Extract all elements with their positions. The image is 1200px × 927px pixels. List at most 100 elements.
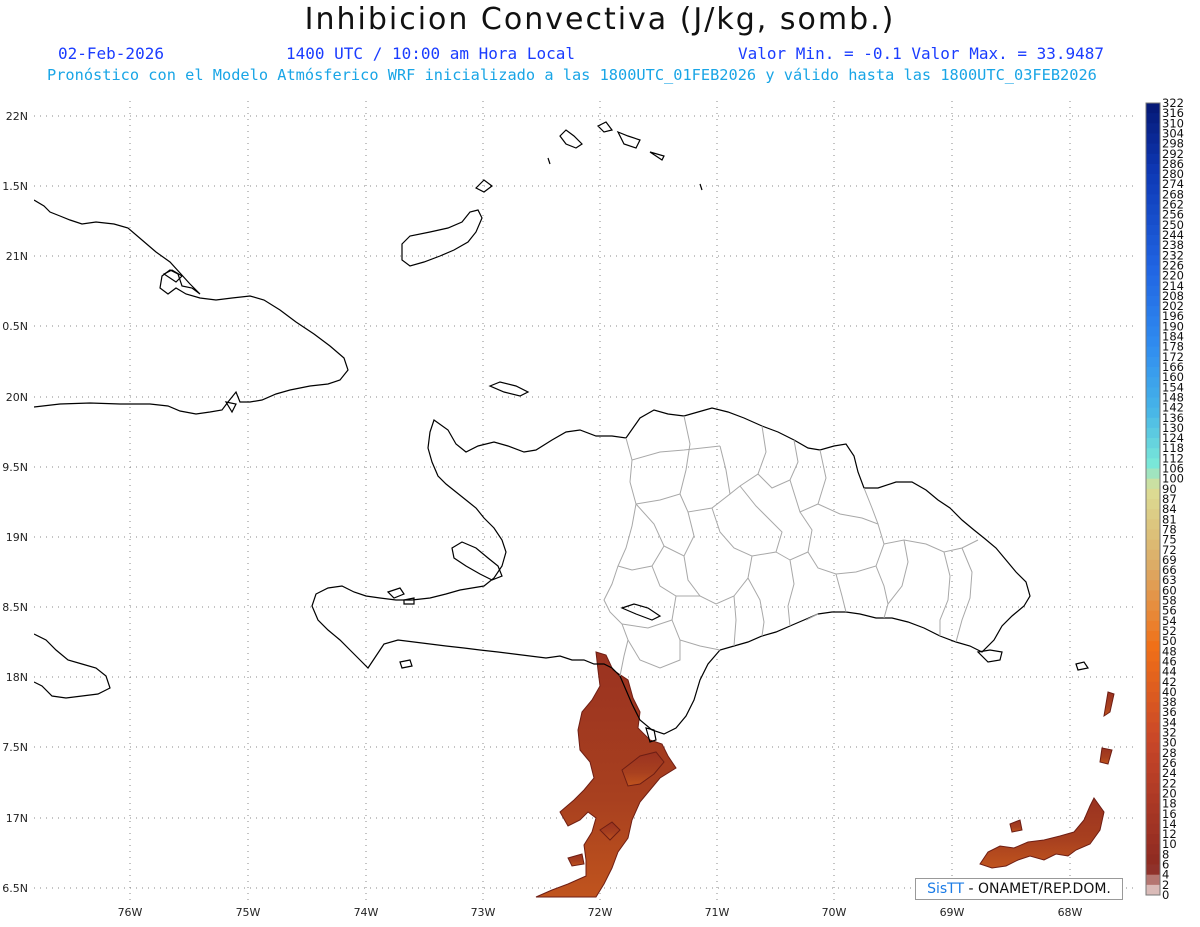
colorbar-swatch bbox=[1146, 600, 1160, 612]
colorbar-swatch bbox=[1146, 884, 1160, 896]
colorbar-label: 304 bbox=[1162, 126, 1184, 140]
shade-se-small bbox=[1009, 819, 1023, 833]
colorbar-label: 274 bbox=[1162, 177, 1184, 191]
lon-label: 72W bbox=[588, 906, 613, 919]
colorbar-label: 81 bbox=[1162, 512, 1177, 526]
colorbar-swatch bbox=[1146, 184, 1160, 195]
colorbar-label: 148 bbox=[1162, 390, 1184, 404]
colorbar-label: 238 bbox=[1162, 238, 1184, 252]
colorbar-label: 286 bbox=[1162, 157, 1184, 171]
colorbar-label: 16 bbox=[1162, 807, 1177, 821]
colorbar-label: 178 bbox=[1162, 340, 1184, 354]
lon-label: 73W bbox=[471, 906, 496, 919]
coastlines bbox=[34, 121, 1089, 743]
colorbar-swatch bbox=[1146, 387, 1160, 398]
coast-cuba-cays bbox=[162, 269, 237, 414]
colorbar-label: 100 bbox=[1162, 472, 1184, 486]
colorbar-label: 90 bbox=[1162, 482, 1177, 496]
colorbar-swatch bbox=[1146, 458, 1160, 469]
colorbar-swatch bbox=[1146, 651, 1160, 662]
lat-label: 17N bbox=[6, 812, 28, 825]
colorbar-label: 316 bbox=[1162, 106, 1184, 120]
colorbar-swatch bbox=[1146, 864, 1160, 876]
colorbar-label: 298 bbox=[1162, 137, 1184, 151]
colorbar-label: 160 bbox=[1162, 370, 1184, 384]
colorbar-swatch bbox=[1146, 488, 1160, 500]
colorbar-swatch bbox=[1146, 854, 1160, 865]
colorbar-swatch bbox=[1146, 773, 1160, 784]
lat-label: 21N bbox=[6, 250, 28, 263]
lat-label: 19N bbox=[6, 531, 28, 544]
colorbar-swatch bbox=[1146, 529, 1160, 541]
colorbar-label: 292 bbox=[1162, 147, 1184, 161]
lat-label: 1.5N bbox=[2, 180, 28, 193]
colorbar-label: 256 bbox=[1162, 208, 1184, 222]
colorbar-label: 84 bbox=[1162, 502, 1177, 516]
colorbar-swatch bbox=[1146, 123, 1160, 134]
shade-south-small-1 bbox=[599, 821, 621, 841]
colorbar-swatch bbox=[1146, 702, 1160, 713]
colorbar-label: 118 bbox=[1162, 441, 1184, 455]
colorbar-label: 202 bbox=[1162, 299, 1184, 313]
colorbar-swatch bbox=[1146, 417, 1160, 429]
forecast-description: Pronóstico con el Modelo Atmósferico WRF… bbox=[47, 66, 1097, 84]
colorbar-label: 262 bbox=[1162, 198, 1184, 212]
colorbar-swatch bbox=[1146, 519, 1160, 530]
colorbar-swatch bbox=[1146, 478, 1160, 490]
colorbar-swatch bbox=[1146, 306, 1160, 317]
coast-ile-vache bbox=[386, 587, 415, 669]
colorbar-swatch bbox=[1146, 336, 1160, 348]
colorbar-label: 184 bbox=[1162, 330, 1184, 344]
lat-label: 22N bbox=[6, 110, 28, 123]
colorbar-swatch bbox=[1146, 224, 1160, 236]
coast-gonave bbox=[451, 541, 503, 581]
colorbar-swatch bbox=[1146, 235, 1160, 246]
colorbar-swatch bbox=[1146, 377, 1160, 388]
colorbar-swatch bbox=[1146, 214, 1160, 226]
colorbar-swatch bbox=[1146, 844, 1160, 855]
coast-pr-mona bbox=[1075, 661, 1089, 671]
colorbar-label: 72 bbox=[1162, 543, 1177, 557]
colorbar-swatch bbox=[1146, 316, 1160, 327]
colorbar-label: 48 bbox=[1162, 644, 1177, 658]
colorbar-label: 208 bbox=[1162, 289, 1184, 303]
colorbar-label: 280 bbox=[1162, 167, 1184, 181]
colorbar-swatch bbox=[1146, 407, 1160, 419]
colorbar-label: 34 bbox=[1162, 715, 1177, 729]
lat-lon-grid bbox=[34, 101, 1137, 900]
colorbar-swatch bbox=[1146, 580, 1160, 591]
colorbar-swatch bbox=[1146, 204, 1160, 216]
colorbar-swatch bbox=[1146, 499, 1160, 510]
colorbar-swatch bbox=[1146, 509, 1160, 520]
colorbar-label: 32 bbox=[1162, 726, 1177, 740]
shade-south-plume bbox=[535, 651, 677, 898]
colorbar-swatch bbox=[1146, 194, 1160, 205]
colorbar-label: 46 bbox=[1162, 654, 1177, 668]
lat-label: 9.5N bbox=[2, 461, 28, 474]
colorbar-label: 142 bbox=[1162, 401, 1184, 415]
coast-hispaniola bbox=[311, 407, 1031, 735]
colorbar-swatch bbox=[1146, 255, 1160, 266]
colorbar-swatch bbox=[1146, 681, 1160, 693]
valid-time: 1400 UTC / 10:00 am Hora Local bbox=[286, 44, 575, 63]
colorbar-swatch bbox=[1146, 813, 1160, 825]
colorbar-label: 54 bbox=[1162, 614, 1177, 628]
colorbar-label: 20 bbox=[1162, 786, 1177, 800]
colorbar-swatch bbox=[1146, 153, 1160, 165]
colorbar-label: 310 bbox=[1162, 116, 1184, 130]
colorbar-label: 6 bbox=[1162, 858, 1169, 872]
colorbar-label: 124 bbox=[1162, 431, 1184, 445]
coast-cuba bbox=[34, 199, 349, 415]
shade-south-east-patch bbox=[621, 751, 665, 787]
colorbar-swatch bbox=[1146, 275, 1160, 287]
colorbar-swatch bbox=[1146, 559, 1160, 571]
colorbar-label: 106 bbox=[1162, 462, 1184, 476]
brand-logo: SisTT bbox=[927, 881, 965, 897]
colorbar-label: 166 bbox=[1162, 360, 1184, 374]
colorbar-label: 10 bbox=[1162, 837, 1177, 851]
colorbar-swatch bbox=[1146, 742, 1160, 754]
colorbar-label: 226 bbox=[1162, 258, 1184, 272]
coast-great-inagua bbox=[401, 209, 483, 267]
colorbar-swatch bbox=[1146, 752, 1160, 764]
